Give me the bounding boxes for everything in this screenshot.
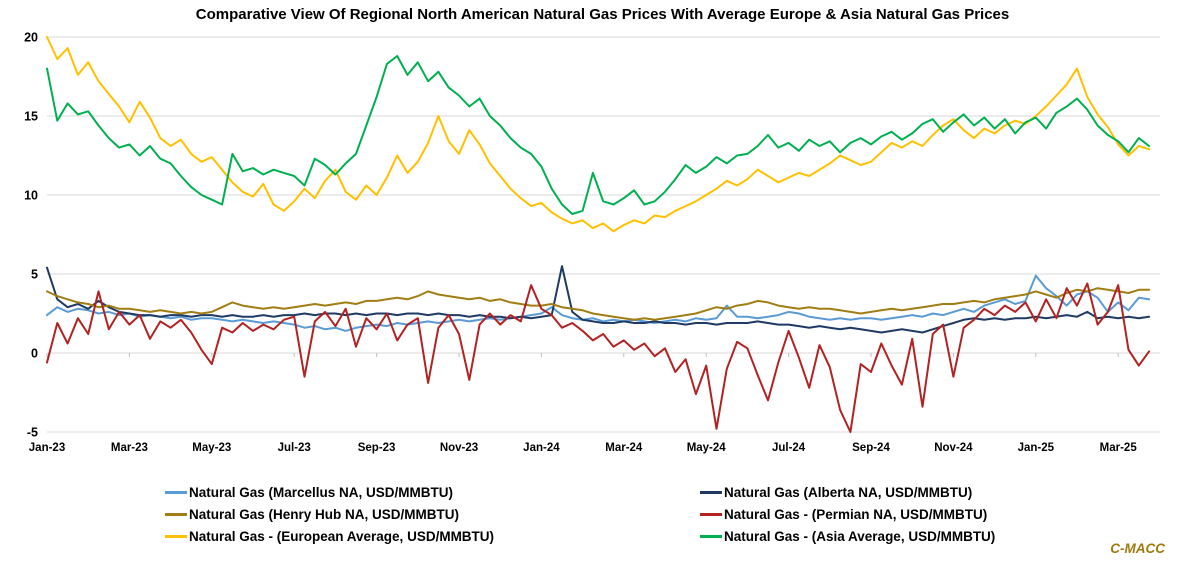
legend-label-alberta: Natural Gas (Alberta NA, USD/MMBTU) [724,484,973,500]
series-line-marcellus [46,274,1151,332]
series-line-alberta [46,265,1151,334]
legend-item-henryhub: Natural Gas (Henry Hub NA, USD/MMBTU) [165,503,494,525]
x-axis-label: Mar-25 [1100,442,1138,454]
y-axis-label: 20 [24,31,38,45]
x-axis-label: Mar-24 [605,442,643,454]
x-axis-label: Sep-24 [852,442,890,454]
x-axis-label: Nov-23 [440,442,478,454]
legend-label-asia: Natural Gas - (Asia Average, USD/MMBTU) [724,528,996,544]
price-chart: 20 15 10 5 0 -5 Jan-23 Mar-23 May-23 Jul-23 Sep-23… [24,31,1160,454]
x-axis-label: Mar-23 [111,442,148,454]
series-line-henryhub [46,287,1151,321]
legend: Natural Gas (Marcellus NA, USD/MMBTU) Na… [0,481,1181,551]
x-axis-label: Jan-23 [29,442,65,454]
y-axis-label: 5 [31,268,38,282]
legend-item-european: Natural Gas - (European Average, USD/MMB… [165,525,494,547]
x-axis-label: Jul-23 [278,442,311,454]
legend-item-marcellus: Natural Gas (Marcellus NA, USD/MMBTU) [165,481,494,503]
legend-marker-european [165,534,187,538]
legend-marker-asia [700,534,722,538]
x-axis-label: Jan-24 [523,442,560,454]
legend-marker-marcellus [165,490,187,494]
legend-label-permian: Natural Gas - (Permian NA, USD/MMBTU) [724,506,988,522]
legend-label-marcellus: Natural Gas (Marcellus NA, USD/MMBTU) [189,484,454,500]
legend-column-right: Natural Gas (Alberta NA, USD/MMBTU) Natu… [700,481,995,547]
chart-title: Comparative View Of Regional North Ameri… [195,6,1010,23]
legend-label-henryhub: Natural Gas (Henry Hub NA, USD/MMBTU) [189,506,460,522]
legend-column-left: Natural Gas (Marcellus NA, USD/MMBTU) Na… [165,481,494,547]
legend-item-permian: Natural Gas - (Permian NA, USD/MMBTU) [700,503,995,525]
x-axis-label: Sep-23 [358,442,396,454]
legend-marker-alberta [700,490,722,494]
series-line-asia [46,55,1151,215]
legend-label-european: Natural Gas - (European Average, USD/MMB… [189,528,495,544]
series-line-permian [46,282,1151,433]
y-axis-label: 10 [24,189,38,203]
x-axis-label: Jan-25 [1018,442,1055,454]
y-axis-label: 0 [31,347,38,361]
watermark-cmacc: C-MACC [1110,541,1165,556]
x-axis-label: Nov-24 [934,442,973,454]
legend-item-asia: Natural Gas - (Asia Average, USD/MMBTU) [700,525,995,547]
series-line-european [46,36,1151,233]
legend-marker-permian [700,512,722,516]
legend-item-alberta: Natural Gas (Alberta NA, USD/MMBTU) [700,481,995,503]
y-axis-label: -5 [27,426,38,440]
x-axis-label: May-24 [687,442,727,454]
legend-marker-henryhub [165,512,187,516]
y-axis-label: 15 [24,110,38,124]
x-axis-label: May-23 [192,442,231,454]
x-axis-label: Jul-24 [772,442,806,454]
